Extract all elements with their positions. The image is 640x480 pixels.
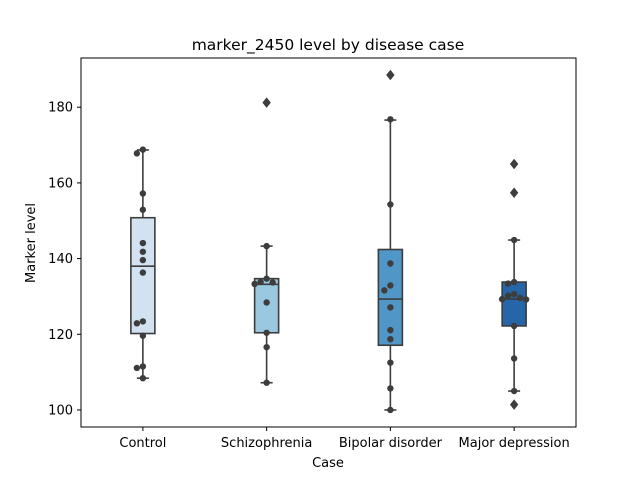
data-point [510, 278, 518, 286]
y-tick-label: 180 [48, 101, 73, 116]
data-point [263, 299, 270, 306]
axes: 100 120 140 160 180 Control Schizophrenia Bipol… [48, 57, 577, 451]
data-point [139, 363, 147, 370]
data-point [387, 326, 394, 334]
box-group-major-depression [498, 158, 530, 410]
data-point [510, 355, 518, 362]
chart-title: marker_2450 level by disease case [192, 36, 465, 55]
data-point [510, 236, 518, 244]
data-point [263, 242, 270, 250]
data-point [510, 387, 518, 395]
data-point [522, 296, 530, 303]
data-point [504, 280, 512, 287]
data-point [133, 364, 141, 372]
data-point [263, 379, 270, 386]
data-point [498, 295, 506, 303]
plot-area [130, 69, 530, 414]
data-point [387, 304, 394, 311]
data-point [139, 248, 147, 255]
data-point [139, 269, 147, 276]
data-point [139, 190, 147, 197]
y-tick-label: 100 [48, 403, 73, 418]
y-tick-label: 140 [48, 252, 73, 267]
data-point [139, 318, 147, 325]
data-point [387, 385, 394, 392]
data-point [269, 279, 276, 286]
axes-frame [80, 57, 577, 428]
y-tick-label: 160 [48, 176, 73, 191]
outlier-marker [262, 97, 271, 108]
box-group-bipolar-disorder [377, 69, 404, 414]
data-point [516, 294, 524, 302]
data-point [387, 260, 394, 267]
data-point [381, 287, 388, 294]
y-axis-label: Marker level [24, 203, 39, 283]
data-point [263, 329, 270, 336]
x-tick-label: Control [119, 436, 166, 451]
y-tick-label: 120 [48, 328, 73, 343]
outlier-marker [509, 399, 519, 410]
data-point [263, 343, 270, 351]
data-point [510, 322, 518, 330]
outlier-marker [509, 187, 519, 198]
x-axis-label: Case [312, 456, 344, 471]
data-point [139, 256, 147, 264]
data-point [257, 278, 264, 286]
box-group-control [130, 146, 156, 382]
data-point [387, 201, 394, 208]
data-point [139, 374, 147, 382]
data-point [133, 320, 141, 327]
box-iqr [253, 277, 280, 334]
box-iqr [501, 281, 527, 327]
box-group-schizophrenia [251, 97, 280, 386]
x-tick-label: Schizophrenia [221, 436, 312, 451]
x-tick-label: Bipolar disorder [339, 436, 443, 451]
data-point [387, 116, 394, 123]
data-point [133, 150, 141, 157]
data-point [139, 206, 147, 213]
data-point [251, 280, 258, 288]
data-point [139, 332, 147, 339]
outlier-marker [386, 69, 395, 81]
data-point [139, 146, 147, 153]
data-point [387, 335, 394, 343]
data-point [387, 282, 394, 289]
data-point [510, 290, 518, 298]
data-point [139, 239, 147, 247]
outlier-marker [509, 158, 519, 170]
x-tick-label: Major depression [459, 436, 570, 451]
data-point [504, 292, 512, 299]
data-point [387, 406, 394, 414]
data-point [387, 359, 394, 366]
data-point [263, 275, 270, 282]
